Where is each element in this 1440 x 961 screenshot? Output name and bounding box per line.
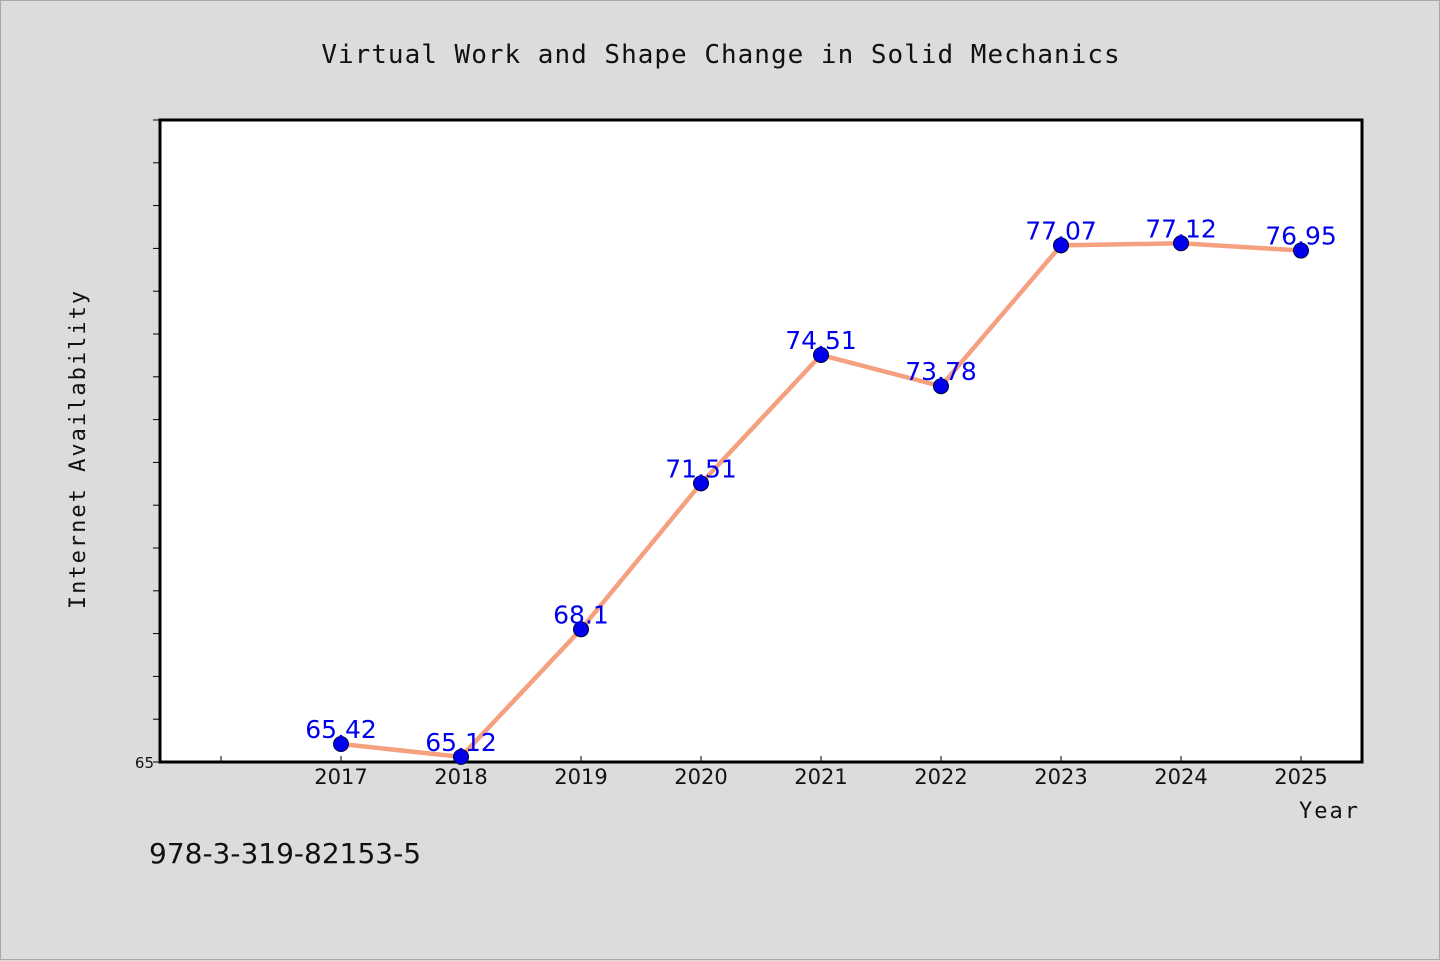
data-label: 76.95 bbox=[1265, 222, 1337, 251]
x-tick-label: 2024 bbox=[1154, 765, 1207, 789]
data-label: 71.51 bbox=[665, 454, 737, 483]
data-label: 68.1 bbox=[553, 600, 609, 629]
x-tick-label: 2023 bbox=[1034, 765, 1087, 789]
x-tick-label: 2017 bbox=[314, 765, 367, 789]
data-point bbox=[693, 475, 709, 492]
data-label: 65.42 bbox=[305, 715, 377, 744]
data-point bbox=[573, 621, 589, 638]
data-point bbox=[453, 748, 469, 765]
series-group: 65.42 65.12 68.1 71.51 74.51 73.78 77.07 77.12 7… bbox=[305, 214, 1337, 765]
x-tick-label: 2021 bbox=[794, 765, 847, 789]
plot-area bbox=[158, 118, 1364, 764]
data-point bbox=[1053, 237, 1069, 254]
data-label: 77.12 bbox=[1145, 214, 1217, 243]
data-label: 77.07 bbox=[1025, 216, 1097, 245]
data-label: 73.78 bbox=[905, 357, 977, 386]
x-tick-label: 2022 bbox=[914, 765, 967, 789]
data-point bbox=[1173, 235, 1189, 252]
data-point bbox=[813, 346, 829, 363]
isbn-footer: 978-3-319-82153-5 bbox=[149, 837, 421, 870]
data-point bbox=[933, 378, 949, 395]
data-point bbox=[333, 736, 349, 753]
x-tick-label: 2018 bbox=[434, 765, 487, 789]
chart-title: Virtual Work and Shape Change in Solid M… bbox=[321, 40, 1120, 70]
y-axis-ticks: 65 bbox=[135, 119, 160, 772]
data-label: 74.51 bbox=[785, 326, 857, 355]
x-axis-label: Year bbox=[1299, 799, 1360, 824]
x-tick-label: 2019 bbox=[554, 765, 607, 789]
x-axis-ticks: 2017 2018 2019 2020 2021 2022 2023 2024 2025 bbox=[220, 756, 1328, 789]
y-axis-label: Internet Availability bbox=[66, 289, 91, 609]
data-label: 65.12 bbox=[425, 728, 497, 757]
data-point bbox=[1293, 242, 1309, 259]
x-tick-label: 2025 bbox=[1274, 765, 1327, 789]
x-tick-label: 2020 bbox=[674, 765, 727, 789]
y-tick-label: 65 bbox=[135, 754, 154, 772]
